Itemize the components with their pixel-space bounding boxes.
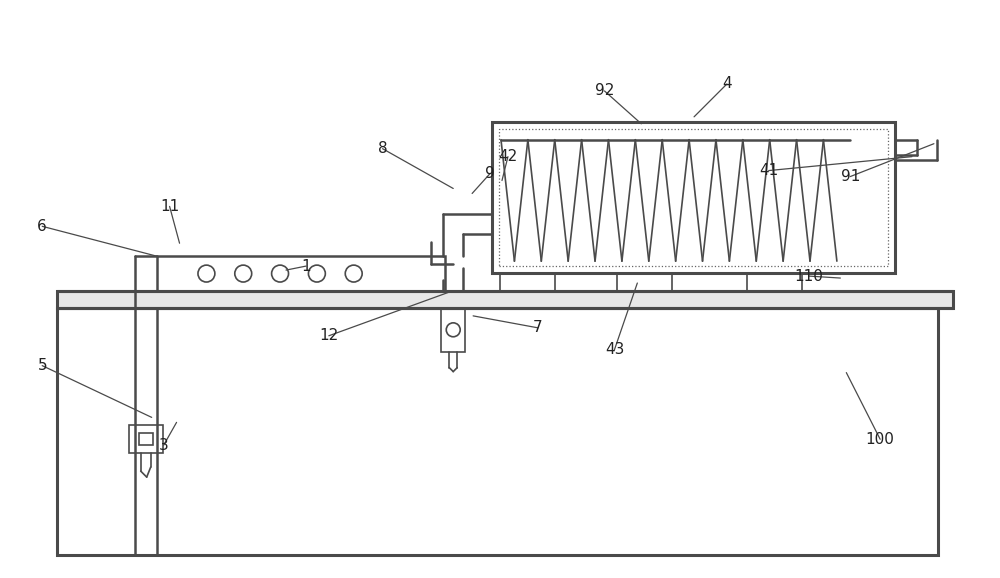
Text: 100: 100 [866,432,895,447]
Text: 6: 6 [37,219,47,234]
Text: 42: 42 [498,149,518,164]
Text: 92: 92 [595,83,614,98]
Text: 12: 12 [319,328,338,343]
Bar [139,434,153,445]
Bar [499,129,888,266]
Bar [492,122,895,273]
Text: 1: 1 [301,258,311,273]
Text: 7: 7 [533,320,543,335]
Bar [157,256,445,291]
Text: 110: 110 [794,269,823,284]
Bar [57,308,938,555]
Text: 43: 43 [605,342,624,357]
Bar [57,291,953,308]
Text: 41: 41 [759,163,778,178]
Text: 5: 5 [37,358,47,373]
Bar [500,273,555,291]
Bar [441,308,465,351]
Text: 8: 8 [378,141,387,156]
Bar [129,425,163,453]
Bar [747,273,802,291]
Text: 9: 9 [485,166,495,181]
Text: 91: 91 [841,169,860,184]
Text: 3: 3 [159,438,168,453]
Text: 11: 11 [160,199,179,214]
Bar [617,273,672,291]
Text: 4: 4 [722,76,732,91]
